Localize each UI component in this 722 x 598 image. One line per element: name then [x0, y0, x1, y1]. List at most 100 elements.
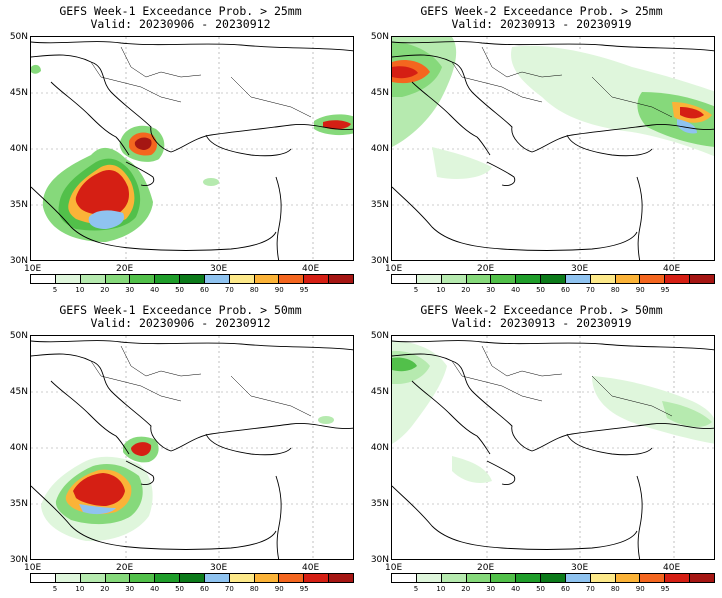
- lon-label: 30E: [210, 264, 228, 274]
- colorbar: [391, 274, 715, 284]
- colorbar-label: 10: [436, 286, 446, 294]
- colorbar-label: 80: [249, 585, 259, 593]
- panel-title: GEFS Week-2 Exceedance Prob. > 25mm: [420, 4, 663, 18]
- colorbar-label: 95: [660, 585, 670, 593]
- lat-label: 50N: [370, 32, 389, 42]
- panel-week2-50mm: GEFS Week-2 Exceedance Prob. > 50mm Vali…: [361, 299, 722, 598]
- colorbar-label: 70: [224, 286, 234, 294]
- colorbar-swatch: [55, 574, 81, 582]
- colorbar-swatch: [466, 275, 492, 283]
- colorbar-labels: 5 10 20 30 40 50 60 70 80 90 95: [30, 585, 354, 595]
- colorbar-swatch: [180, 275, 205, 283]
- colorbar-label: 50: [536, 286, 545, 294]
- lat-label: 45N: [370, 88, 389, 98]
- colorbar-swatch: [441, 275, 467, 283]
- colorbar-swatch: [590, 275, 616, 283]
- colorbar-label: 70: [585, 585, 595, 593]
- lat-label: 40N: [370, 443, 389, 453]
- colorbar-label: 95: [299, 286, 309, 294]
- colorbar-swatch: [229, 574, 255, 582]
- colorbar-labels: 5 10 20 30 40 50 60 70 80 90 95: [391, 286, 715, 296]
- colorbar-swatch: [690, 275, 714, 283]
- colorbar-swatch: [155, 275, 181, 283]
- colorbar-label: 80: [610, 286, 620, 294]
- colorbar-swatch: [541, 275, 566, 283]
- lon-label: 20E: [116, 264, 134, 274]
- colorbar-swatch: [229, 275, 255, 283]
- colorbar-swatch: [590, 574, 616, 582]
- lon-label: 40E: [302, 264, 320, 274]
- lat-label: 40N: [370, 144, 389, 154]
- colorbar-swatch: [279, 574, 305, 582]
- colorbar-swatch: [665, 275, 691, 283]
- lat-label: 35N: [370, 200, 389, 210]
- colorbar-swatch: [491, 574, 517, 582]
- lon-label: 30E: [571, 563, 589, 573]
- colorbar-label: 10: [75, 286, 85, 294]
- lat-label: 50N: [9, 32, 28, 42]
- colorbar-swatch: [105, 574, 131, 582]
- colorbar-label: 5: [52, 286, 58, 294]
- map-week2-50mm: [391, 335, 715, 560]
- colorbar-label: 90: [274, 585, 284, 593]
- colorbar-label: 60: [560, 585, 570, 593]
- colorbar-swatch: [304, 275, 330, 283]
- colorbar: [30, 573, 354, 583]
- colorbar-label: 80: [610, 585, 620, 593]
- panel-week2-25mm: GEFS Week-2 Exceedance Prob. > 25mm Vali…: [361, 0, 722, 299]
- colorbar-swatch: [80, 574, 106, 582]
- colorbar-swatch: [416, 574, 442, 582]
- lat-label: 35N: [370, 499, 389, 509]
- lat-label: 40N: [9, 443, 28, 453]
- colorbar-swatch: [640, 574, 666, 582]
- colorbar-label: 20: [461, 286, 471, 294]
- colorbar-label: 40: [150, 585, 160, 593]
- colorbar-swatch: [279, 275, 305, 283]
- lon-label: 40E: [663, 264, 681, 274]
- panel-valid-date: Valid: 20230906 - 20230912: [90, 316, 271, 330]
- colorbar-swatch: [130, 275, 156, 283]
- map-week1-50mm: [30, 335, 354, 560]
- lon-label: 40E: [302, 563, 320, 573]
- lat-label: 40N: [9, 144, 28, 154]
- panel-week1-50mm: GEFS Week-1 Exceedance Prob. > 50mm Vali…: [0, 299, 361, 598]
- colorbar-swatch: [180, 574, 205, 582]
- colorbar-swatch: [441, 574, 467, 582]
- panel-valid-date: Valid: 20230913 - 20230919: [451, 316, 632, 330]
- colorbar-label: 90: [635, 585, 645, 593]
- colorbar-label: 30: [486, 286, 496, 294]
- colorbar-label: 20: [100, 585, 110, 593]
- colorbar-label: 60: [560, 286, 570, 294]
- colorbar-labels: 5 10 20 30 40 50 60 70 80 90 95: [391, 585, 715, 595]
- lat-label: 45N: [9, 88, 28, 98]
- lon-label: 20E: [477, 563, 495, 573]
- colorbar-label: 90: [635, 286, 645, 294]
- colorbar-swatch: [541, 574, 566, 582]
- colorbar-swatch: [565, 574, 591, 582]
- colorbar-swatch: [690, 574, 714, 582]
- colorbar-swatch: [80, 275, 106, 283]
- lon-label: 30E: [571, 264, 589, 274]
- lon-label: 10E: [24, 563, 42, 573]
- colorbar-label: 90: [274, 286, 284, 294]
- panel-valid-date: Valid: 20230906 - 20230912: [90, 17, 271, 31]
- panel-valid-date: Valid: 20230913 - 20230919: [451, 17, 632, 31]
- colorbar-label: 50: [536, 585, 545, 593]
- colorbar-swatch: [615, 275, 641, 283]
- lat-label: 30N: [9, 555, 28, 565]
- colorbar-swatch: [329, 275, 353, 283]
- colorbar-swatch: [204, 574, 230, 582]
- colorbar-swatch: [640, 275, 666, 283]
- lat-label: 45N: [370, 387, 389, 397]
- colorbar-label: 95: [299, 585, 309, 593]
- lon-label: 10E: [24, 264, 42, 274]
- lat-label: 30N: [370, 256, 389, 266]
- colorbar-swatch: [329, 574, 353, 582]
- colorbar-label: 10: [75, 585, 85, 593]
- colorbar-label: 70: [224, 585, 234, 593]
- lon-label: 40E: [663, 563, 681, 573]
- lat-label: 35N: [9, 200, 28, 210]
- lat-label: 30N: [9, 256, 28, 266]
- colorbar-swatch: [31, 574, 56, 582]
- lon-label: 10E: [385, 563, 403, 573]
